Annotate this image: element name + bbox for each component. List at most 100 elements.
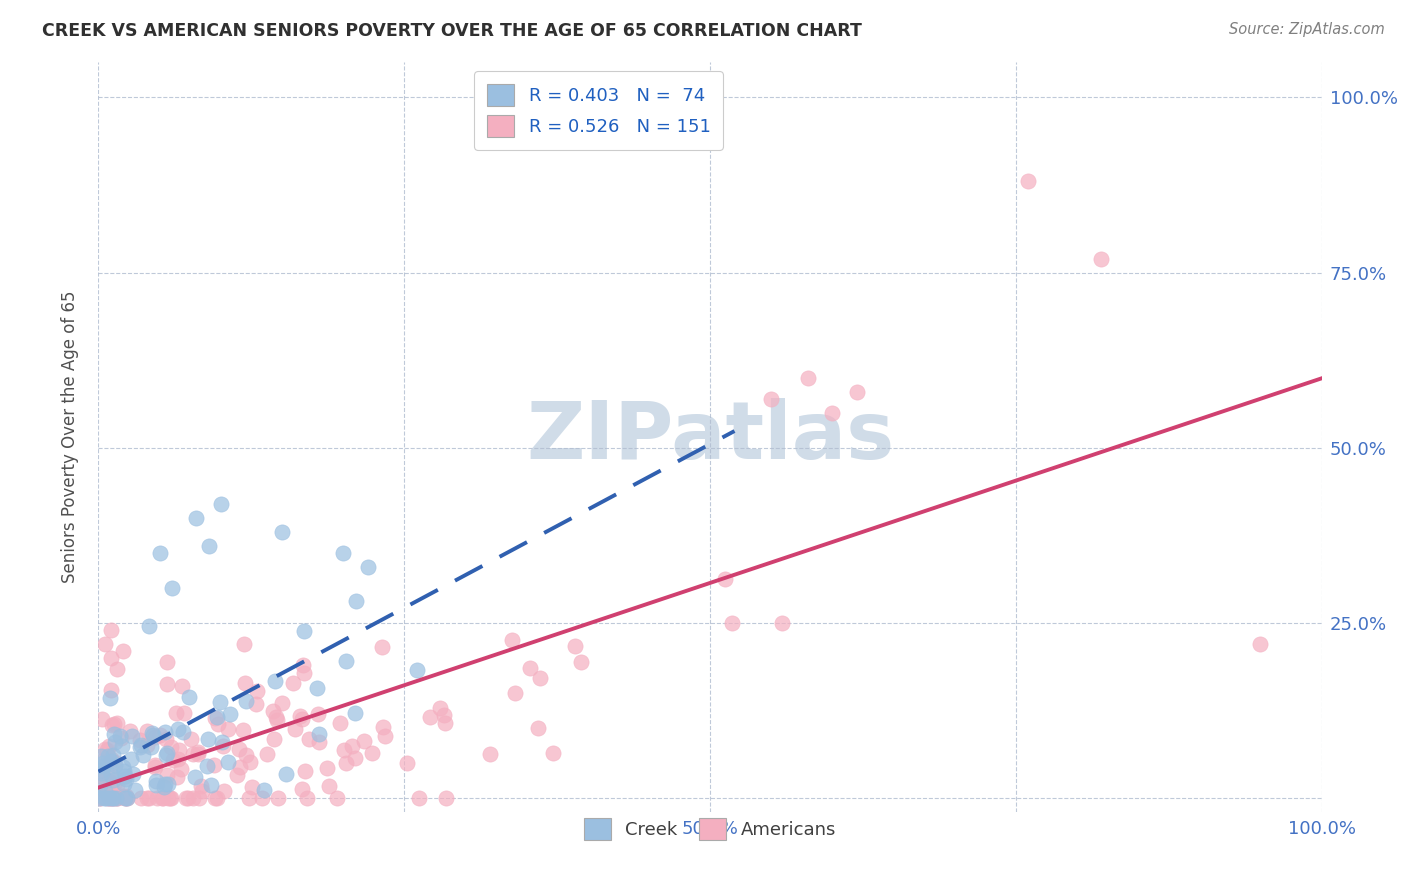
Point: [232, 723, 254, 738]
Point: [253, 783, 276, 797]
Point: [90, 769, 112, 783]
Point: [97, 748, 120, 763]
Point: [100, 752, 122, 766]
Point: [129, 732, 152, 747]
Point: [433, 708, 456, 723]
Point: [132, 748, 155, 763]
Point: [209, 497, 232, 511]
Point: [298, 732, 321, 747]
Point: [205, 790, 228, 805]
Point: [332, 546, 354, 560]
Point: [374, 730, 396, 744]
Point: [212, 739, 235, 753]
Point: [160, 581, 183, 595]
Point: [114, 769, 136, 783]
Point: [217, 722, 239, 736]
Point: [307, 706, 329, 721]
Point: [110, 731, 132, 745]
Point: [761, 392, 783, 406]
Point: [115, 790, 138, 805]
Point: [159, 790, 181, 805]
Legend: Creek, Americans: Creek, Americans: [576, 811, 844, 847]
Point: [156, 677, 179, 691]
Point: [305, 681, 328, 696]
Point: [167, 752, 190, 766]
Point: [187, 747, 209, 761]
Point: [152, 790, 174, 805]
Point: [115, 789, 138, 804]
Point: [419, 710, 441, 724]
Point: [166, 771, 188, 785]
Point: [141, 726, 163, 740]
Point: [1090, 252, 1112, 266]
Point: [104, 790, 127, 805]
Point: [138, 790, 160, 805]
Point: [408, 790, 430, 805]
Point: [395, 756, 418, 771]
Point: [121, 767, 143, 781]
Point: [94, 784, 117, 798]
Point: [291, 781, 314, 796]
Point: [149, 728, 172, 742]
Point: [114, 772, 136, 786]
Point: [326, 790, 349, 805]
Point: [112, 789, 135, 804]
Point: [101, 790, 124, 805]
Point: [156, 746, 179, 760]
Point: [110, 730, 132, 744]
Point: [100, 768, 122, 782]
Point: [405, 663, 427, 677]
Point: [142, 727, 165, 741]
Point: [821, 406, 844, 420]
Point: [190, 784, 212, 798]
Point: [329, 715, 352, 730]
Point: [141, 739, 163, 754]
Point: [111, 739, 134, 753]
Point: [173, 706, 195, 720]
Point: [212, 783, 235, 797]
Point: [101, 783, 124, 797]
Point: [105, 790, 128, 805]
Point: [136, 738, 159, 752]
Point: [146, 790, 169, 805]
Point: [235, 694, 257, 708]
Point: [103, 755, 125, 769]
Point: [207, 716, 229, 731]
Point: [202, 757, 225, 772]
Point: [263, 732, 285, 747]
Point: [294, 764, 316, 779]
Point: [155, 777, 177, 791]
Point: [156, 768, 179, 782]
Point: [190, 779, 212, 793]
Point: [145, 779, 167, 793]
Point: [120, 752, 142, 766]
Point: [111, 643, 134, 657]
Point: [114, 790, 136, 805]
Point: [361, 746, 384, 760]
Point: [316, 761, 339, 775]
Point: [429, 701, 451, 715]
Point: [100, 790, 122, 805]
Point: [104, 758, 127, 772]
Point: [121, 729, 143, 743]
Point: [90, 770, 112, 784]
Point: [105, 662, 128, 676]
Point: [105, 778, 128, 792]
Point: [105, 790, 128, 805]
Point: [217, 755, 239, 769]
Point: [155, 731, 177, 746]
Point: [226, 768, 249, 782]
Point: [197, 539, 219, 553]
Point: [101, 718, 124, 732]
Point: [93, 773, 115, 788]
Point: [271, 696, 294, 710]
Point: [177, 690, 200, 705]
Point: [101, 790, 124, 805]
Point: [156, 655, 179, 669]
Point: [195, 758, 218, 772]
Point: [335, 654, 357, 668]
Point: [87, 790, 110, 805]
Point: [501, 633, 523, 648]
Point: [187, 790, 209, 805]
Point: [177, 790, 200, 805]
